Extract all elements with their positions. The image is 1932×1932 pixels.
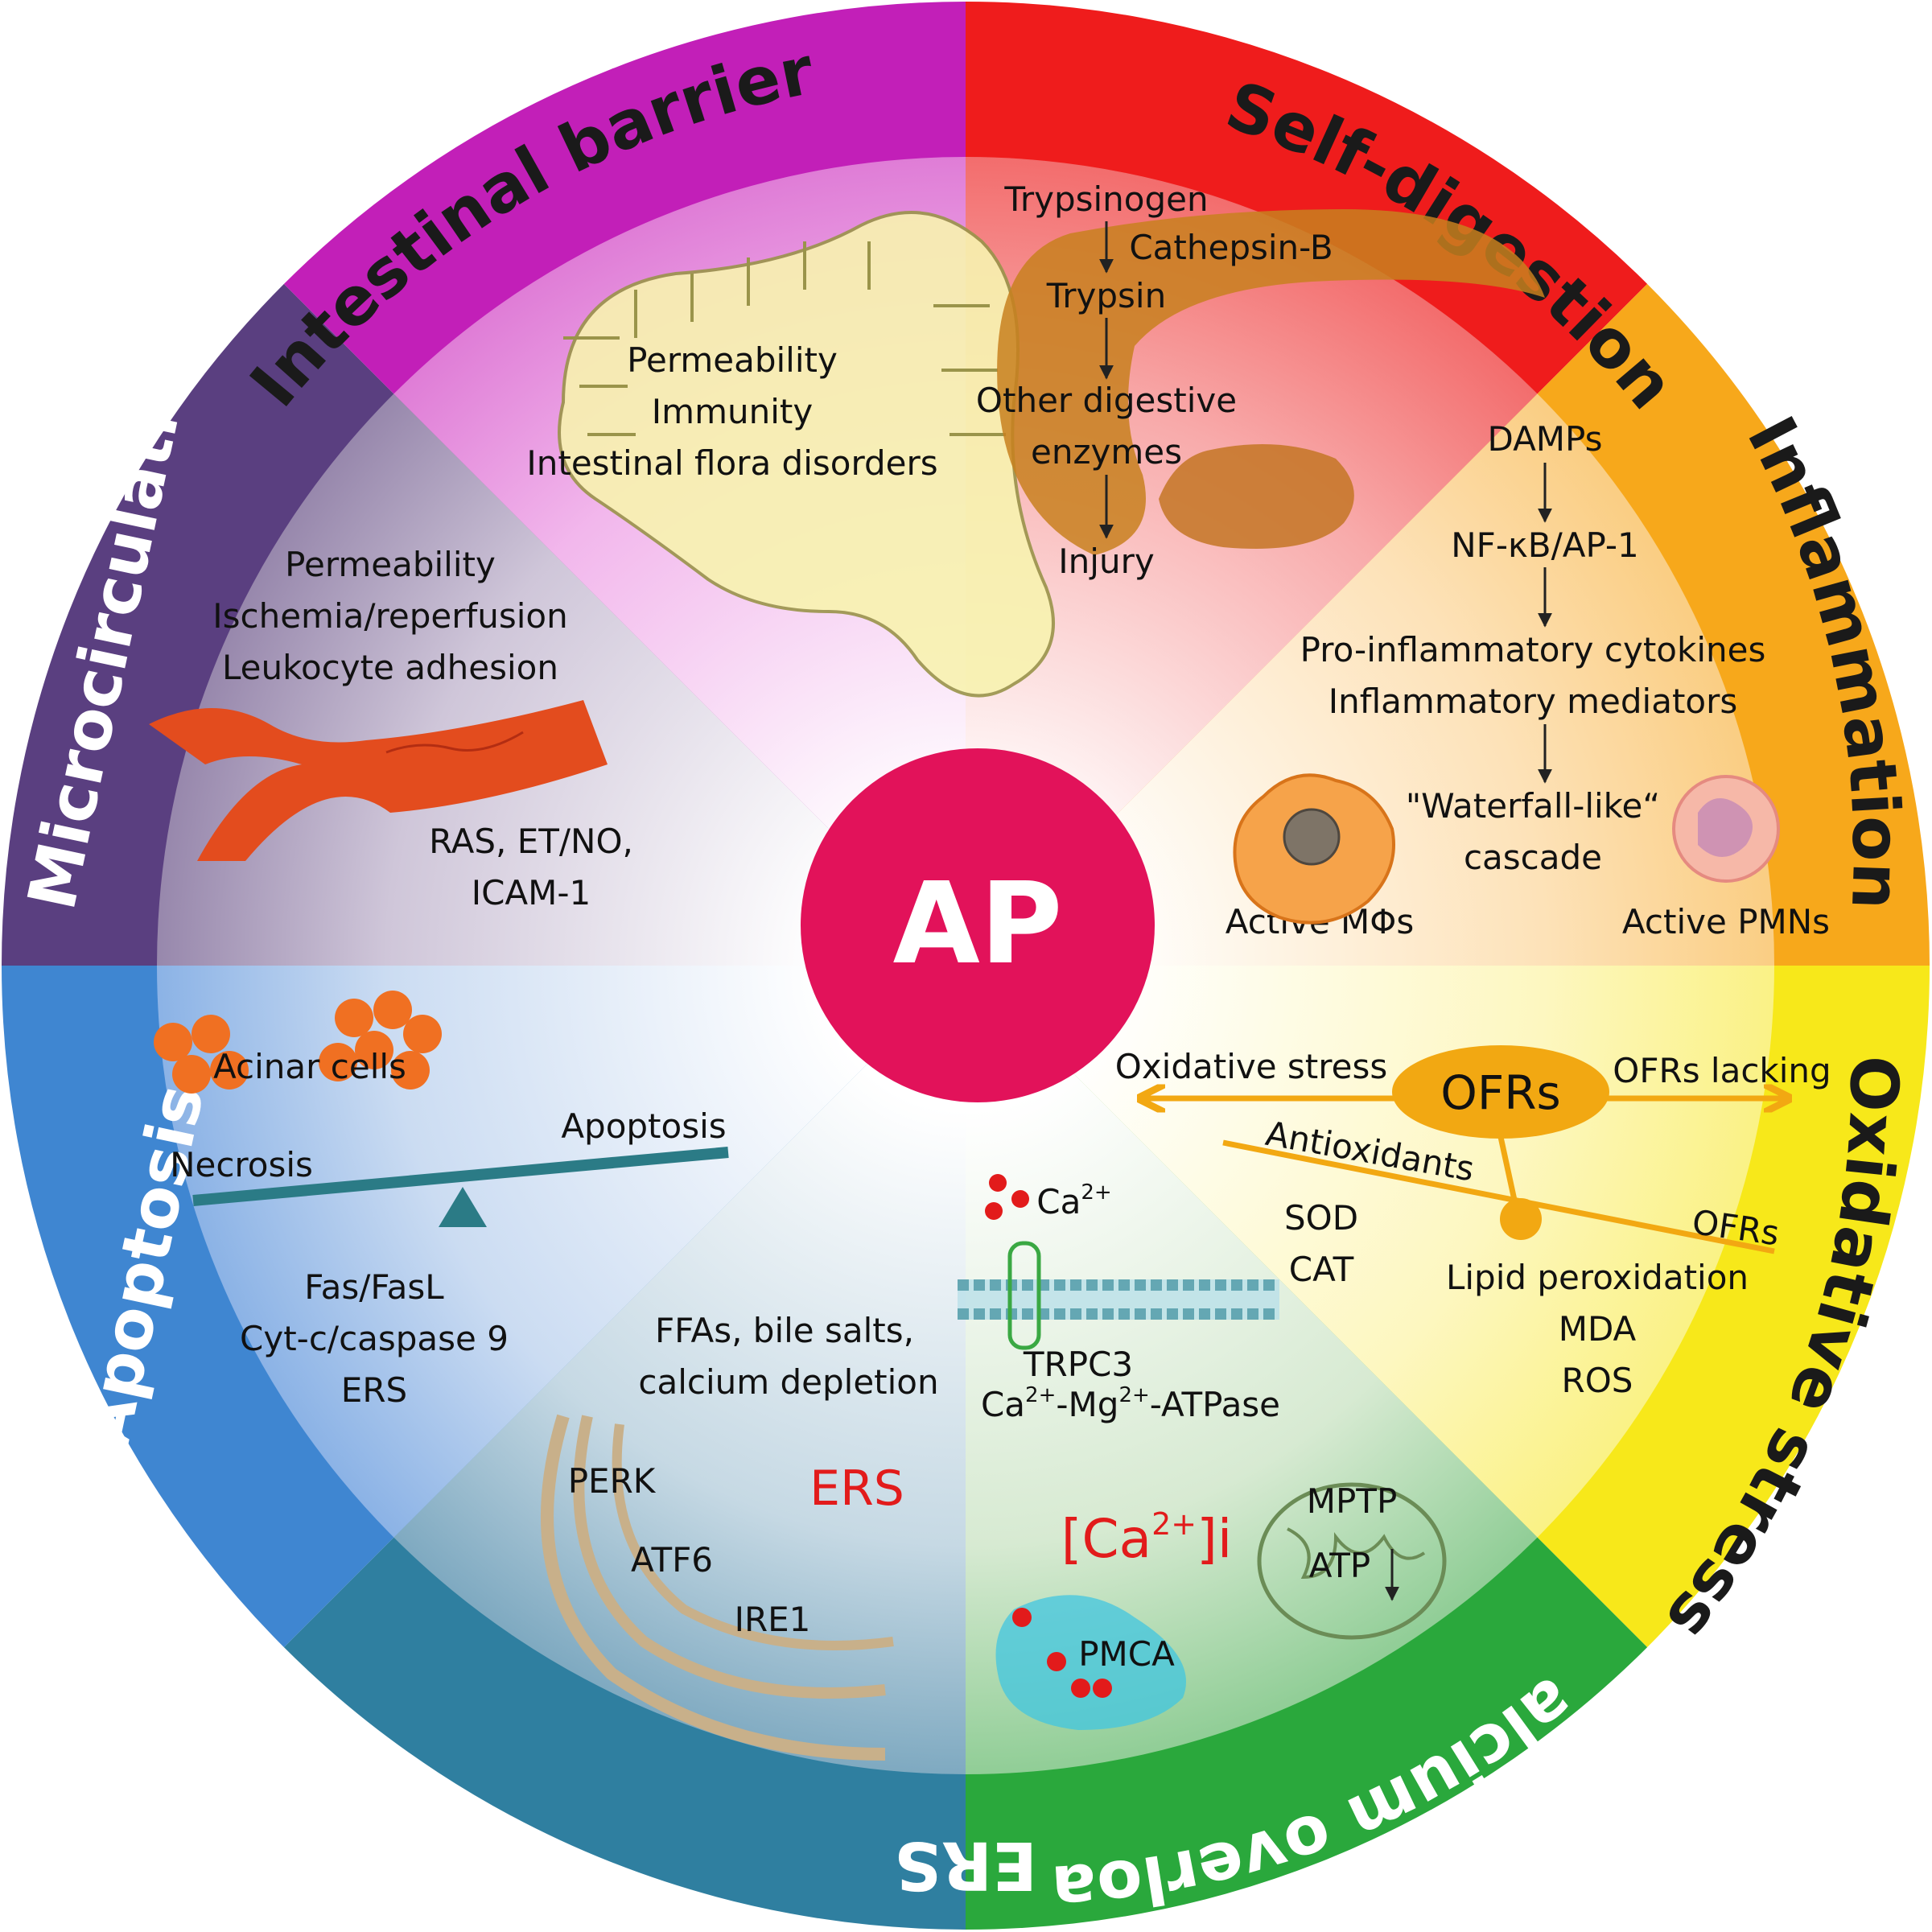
balance-scale-icon [192,1147,729,1227]
blood-vessel-illustration [149,700,608,861]
necrosis-label: Necrosis [170,1145,313,1184]
macrophage-icon [1233,773,1395,925]
cathepsin-b-label: Cathepsin-B [1129,228,1333,267]
trpc3-label: TRPC3 [1023,1345,1133,1384]
ire1-label: IRE1 [735,1600,811,1639]
ros-label: ROS [1562,1361,1633,1400]
fas-label: Fas/FasL [304,1267,444,1307]
inflammatory-mediators-label: Inflammatory mediators [1329,682,1738,721]
other-enzymes-label-2: enzymes [1031,432,1182,472]
atpase-label: Ca2+-Mg2+-ATPase [981,1383,1280,1424]
immunity-label: Immunity [652,392,813,431]
pmn-icon [1672,775,1780,883]
ffas-label: FFAs, bile salts, [655,1311,914,1350]
ap-center-label: AP [893,859,1063,990]
pro-inflammatory-label: Pro-inflammatory cytokines [1300,630,1766,669]
intestinal-permeability-label: Permeability [627,340,838,380]
nfkb-label: NF-κB/AP-1 [1451,525,1638,565]
calcium-ions-icon [985,1174,1029,1220]
calcium-ion-label: Ca2+ [1036,1180,1111,1221]
ofrs-diagram [1143,1045,1786,1254]
mptp-label: MPTP [1307,1481,1398,1521]
ischemia-label: Ischemia/reperfusion [212,596,568,636]
acinar-cells-label: Acinar cells [213,1047,406,1086]
oxidative-stress-label: Oxidative stress [1115,1047,1387,1086]
colon-illustration [558,211,1055,698]
active-pmns-label: Active PMNs [1622,902,1830,941]
er-calcium-store-icon [995,1595,1186,1730]
cat-label: CAT [1289,1250,1354,1289]
ras-label: RAS, ET/NO, [429,822,633,861]
sod-label: SOD [1284,1198,1358,1238]
waterfall-label: "Waterfall-like“ [1406,786,1660,826]
ofrs-badge [1392,1045,1609,1139]
damps-label: DAMPs [1487,419,1602,459]
trypsin-label: Trypsin [1046,276,1166,315]
micro-permeability-label: Permeability [285,545,496,584]
endoplasmic-reticulum-icon [541,1414,894,1761]
membrane-channel-illustration [958,1241,1279,1350]
cascade-label: cascade [1464,838,1602,877]
acinar-cells-illustration [154,991,442,1094]
flora-disorders-label: Intestinal flora disorders [526,443,937,483]
ofrs-label: OFRs [1440,1065,1561,1120]
atp-label: ATP [1309,1546,1370,1585]
ers-red-label: ERS [809,1460,904,1517]
intracellular-calcium-label: [Ca2+]i [1061,1506,1232,1570]
trypsinogen-label: Trypsinogen [1003,179,1208,219]
icam-label: ICAM-1 [472,873,591,912]
other-enzymes-label-1: Other digestive [976,381,1237,420]
pancreas-illustration [997,209,1545,555]
ap-center-circle [801,748,1155,1102]
perk-label: PERK [568,1461,657,1501]
leukocyte-label: Leukocyte adhesion [222,648,558,687]
calcium-depletion-label: calcium depletion [638,1362,938,1402]
ofrs-lacking-label: OFRs lacking [1613,1051,1831,1090]
ers-title: ERS [894,1827,1037,1903]
apoptosis-label: Apoptosis [561,1106,726,1146]
atf6-label: ATF6 [631,1540,713,1580]
injury-label: Injury [1058,542,1154,581]
pmca-label: PMCA [1078,1634,1175,1674]
mda-label: MDA [1559,1309,1637,1349]
cyt-c-label: Cyt-c/caspase 9 [240,1319,509,1358]
lipid-peroxidation-label: Lipid peroxidation [1446,1258,1749,1297]
apoptosis-ers-label: ERS [341,1370,407,1410]
